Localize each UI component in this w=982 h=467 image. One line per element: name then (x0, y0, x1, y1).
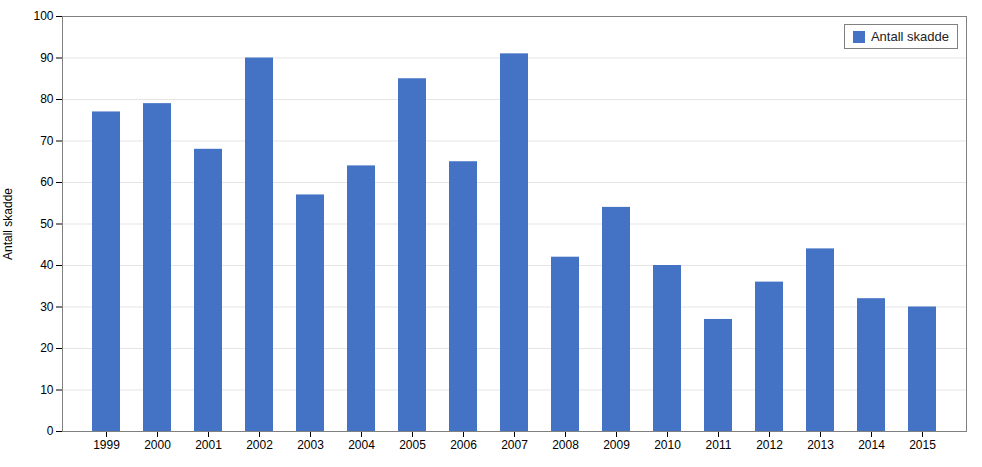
svg-text:2010: 2010 (654, 438, 681, 452)
html-text:Antall skadde: Antall skadde (870, 29, 949, 44)
svg-text:30: 30 (40, 300, 54, 314)
svg-text:2005: 2005 (399, 438, 426, 452)
svg-text:2006: 2006 (450, 438, 477, 452)
svg-text:2009: 2009 (603, 438, 630, 452)
svg-text:2013: 2013 (807, 438, 834, 452)
svg-text:10: 10 (40, 383, 54, 397)
svg-text:2003: 2003 (297, 438, 324, 452)
svg-text:2012: 2012 (756, 438, 783, 452)
svg-text:2004: 2004 (348, 438, 375, 452)
svg-text:1999: 1999 (93, 438, 120, 452)
svg-text:100: 100 (33, 9, 53, 23)
svg-text:70: 70 (40, 134, 54, 148)
svg-text:2008: 2008 (552, 438, 579, 452)
svg-text:40: 40 (40, 258, 54, 272)
svg-text:90: 90 (40, 51, 54, 65)
svg-text:60: 60 (40, 175, 54, 189)
svg-text:50: 50 (40, 217, 54, 231)
svg-text:2000: 2000 (144, 438, 171, 452)
svg-text:2015: 2015 (909, 438, 936, 452)
svg-text:20: 20 (40, 341, 54, 355)
svg-text:2002: 2002 (246, 438, 273, 452)
svg-text:2014: 2014 (858, 438, 885, 452)
svg-text:2001: 2001 (195, 438, 222, 452)
svg-text:80: 80 (40, 92, 54, 106)
svg-text:Antall skadde: Antall skadde (1, 188, 15, 260)
svg-text:2007: 2007 (501, 438, 528, 452)
svg-text:0: 0 (47, 424, 54, 438)
svg-text:2011: 2011 (706, 438, 732, 452)
